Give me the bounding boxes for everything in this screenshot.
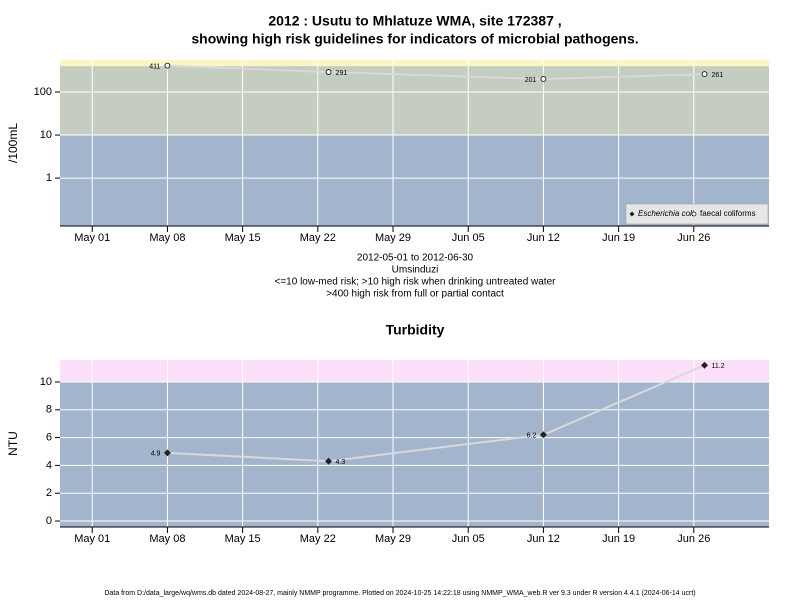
x-tick-label: May 01 xyxy=(74,232,110,244)
data-point xyxy=(325,69,332,75)
note: Umsinduzi xyxy=(392,265,439,276)
x-tick-label: May 01 xyxy=(74,533,110,545)
data-label: 4.9 xyxy=(151,451,161,458)
legend-marker xyxy=(691,211,697,217)
series-line xyxy=(167,364,705,463)
y-tick-label: 0 xyxy=(46,515,52,527)
y-tick-label: 10 xyxy=(40,376,52,388)
chart-title: Turbidity xyxy=(386,322,445,338)
x-tick-label: Jun 26 xyxy=(677,533,710,545)
x-tick-label: May 22 xyxy=(300,533,336,545)
risk-band xyxy=(60,381,769,527)
x-tick-label: Jun 05 xyxy=(452,232,485,244)
x-tick-label: May 08 xyxy=(149,533,185,545)
x-tick-label: Jun 12 xyxy=(527,232,560,244)
y-tick-label: 6 xyxy=(46,431,52,443)
data-point xyxy=(701,71,708,77)
chart-title: showing high risk guidelines for indicat… xyxy=(191,31,638,47)
y-tick-label: 1 xyxy=(46,172,52,184)
x-tick-label: May 22 xyxy=(300,232,336,244)
x-tick-label: Jun 19 xyxy=(602,232,635,244)
y-axis-label: /100mL xyxy=(6,123,20,163)
legend-box xyxy=(625,203,769,225)
x-tick-label: Jun 19 xyxy=(602,533,635,545)
data-point xyxy=(540,76,547,82)
y-tick-label: 10 xyxy=(40,129,52,141)
data-label: 11.2 xyxy=(712,363,725,370)
note: <=10 low-med risk; >10 high risk when dr… xyxy=(275,277,557,288)
data-point xyxy=(325,457,333,465)
y-tick-label: 2 xyxy=(46,487,52,499)
risk-band xyxy=(60,66,769,136)
data-point xyxy=(701,361,709,369)
x-tick-label: May 08 xyxy=(149,232,185,244)
y-axis-label: NTU xyxy=(6,431,20,456)
risk-band xyxy=(60,60,769,67)
legend-label: Escherichia coli xyxy=(638,209,694,218)
series-line xyxy=(167,64,705,80)
y-tick-label: 8 xyxy=(46,404,52,416)
legend-label: faecal coliforms xyxy=(700,209,756,218)
y-tick-label: 100 xyxy=(34,86,52,98)
data-label: 261 xyxy=(712,72,724,79)
data-point xyxy=(164,62,171,69)
x-tick-label: Jun 05 xyxy=(452,533,485,545)
data-label: 411 xyxy=(149,63,160,70)
x-tick-label: May 15 xyxy=(225,533,261,545)
data-label: 291 xyxy=(336,70,348,77)
footer: Data from D:/data_large/wq/wms.db dated … xyxy=(104,590,695,597)
x-tick-label: Jun 12 xyxy=(527,533,560,545)
y-tick-label: 4 xyxy=(46,459,52,471)
note: 2012-05-01 to 2012-06-30 xyxy=(357,253,474,264)
x-tick-label: May 29 xyxy=(375,232,411,244)
data-point xyxy=(163,449,171,457)
chart-title: 2012 : Usutu to Mhlatuze WMA, site 17238… xyxy=(268,13,561,29)
data-point xyxy=(539,431,547,439)
legend-marker xyxy=(629,211,635,217)
data-label: 4.3 xyxy=(336,459,346,466)
risk-band xyxy=(60,360,769,382)
x-tick-label: Jun 26 xyxy=(677,232,710,244)
x-tick-label: May 29 xyxy=(375,533,411,545)
data-label: 201 xyxy=(525,77,537,84)
x-tick-label: May 15 xyxy=(225,232,261,244)
data-label: 6.2 xyxy=(527,433,537,440)
note: >400 high risk from full or partial cont… xyxy=(326,289,504,300)
